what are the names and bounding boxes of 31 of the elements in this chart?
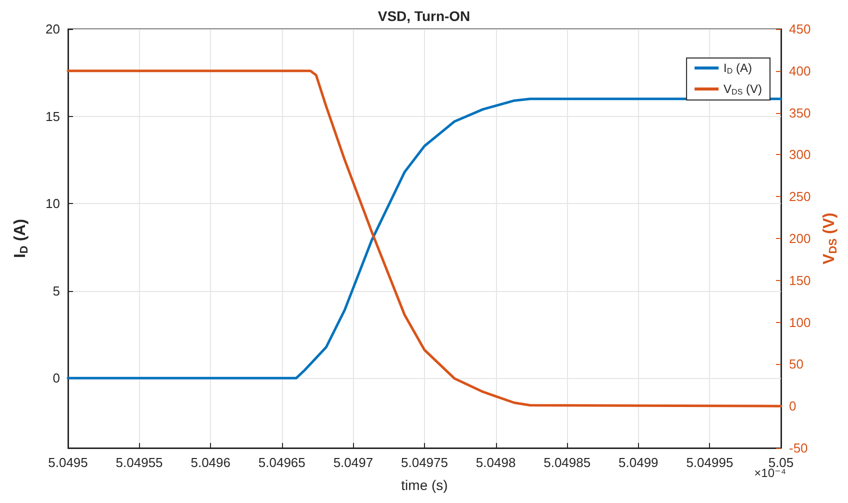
y2-tick-label: -50 [789, 440, 808, 456]
y2-tick-label: 250 [789, 189, 811, 204]
y2-tick-label: 100 [789, 314, 811, 330]
y2-tick-label: 400 [789, 63, 811, 78]
x-tick-label: 5.04965 [258, 455, 306, 470]
x-tick-label: 5.0496 [190, 455, 230, 470]
y-tick-label: 20 [46, 22, 60, 36]
y-tick-label: 10 [46, 196, 60, 212]
x-tick-label: 5.0499 [618, 455, 658, 470]
x-tick-label: 5.04995 [686, 455, 734, 470]
y2-tick-label: 150 [789, 272, 811, 288]
x-axis-title: time (s) [401, 477, 448, 493]
y-tick-label: 0 [52, 370, 60, 386]
y-axis-title: ID (A) [12, 218, 30, 258]
chart-title: VSD, Turn-ON [378, 8, 470, 24]
y2-tick-label: 50 [789, 356, 804, 372]
y-tick-label: 5 [52, 283, 60, 298]
x-tick-label: 5.0498 [476, 455, 516, 470]
x-tick-label: 5.0495 [48, 455, 88, 470]
y2-tick-label: 200 [789, 231, 811, 246]
y2-tick-label: 450 [789, 22, 811, 36]
x-tick-label: 5.04955 [116, 455, 163, 470]
y2-axis-title: VDS (V) [821, 212, 840, 264]
y2-tick-label: 350 [789, 105, 811, 120]
line-series [66, 98, 782, 380]
y2-tick-label: 0 [789, 398, 796, 414]
x-tick-label: 5.04975 [401, 455, 448, 470]
y2-tick-label: 300 [789, 147, 811, 162]
x-tick-label: 5.0497 [333, 455, 374, 470]
x-tick-label: 5.04985 [544, 455, 591, 470]
y-tick-label: 15 [46, 108, 60, 124]
